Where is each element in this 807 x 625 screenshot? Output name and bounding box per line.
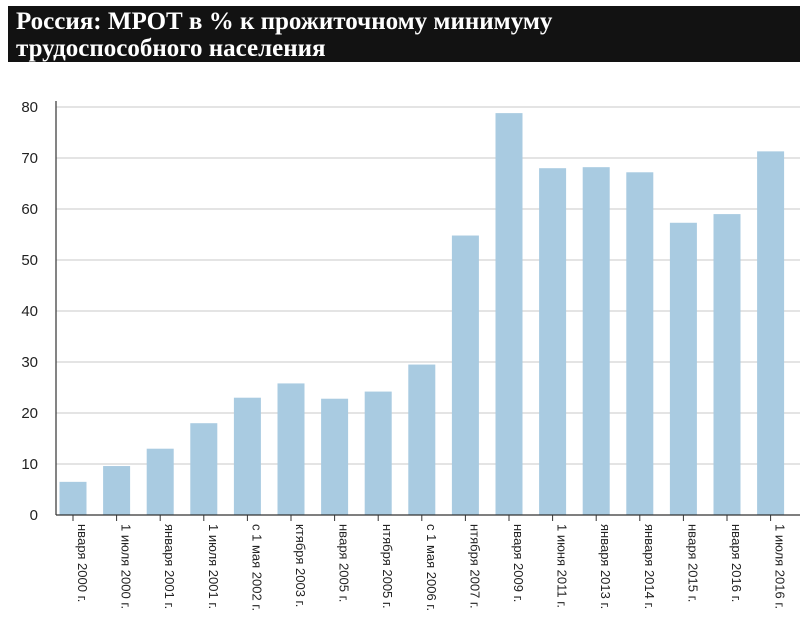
bar [59, 481, 87, 515]
chart-title-line-2: трудоспособного населения [16, 35, 326, 62]
bar [626, 172, 654, 515]
bars [59, 113, 785, 516]
x-category-label: нвaря 2015 г. [685, 524, 700, 602]
bar [582, 167, 610, 515]
axes [55, 101, 800, 521]
x-category-label: января 2001 г. [162, 524, 177, 609]
x-category-label: с 1 мая 2002 г. [249, 524, 264, 611]
bar [757, 151, 785, 515]
y-axis-tick-labels: 0 10 20 30 40 50 60 70 80 [21, 99, 38, 524]
y-tick-label: 70 [21, 150, 38, 167]
x-category-label: нвaря 2009 г. [511, 524, 526, 602]
bar [321, 398, 349, 515]
bar [669, 222, 697, 515]
x-category-label: 1 июля 2001 г. [206, 524, 221, 609]
bar [277, 383, 305, 515]
x-category-label: нтября 2007 г. [467, 524, 482, 609]
bar [495, 113, 523, 516]
bar [103, 466, 131, 515]
y-tick-label: 60 [21, 201, 38, 218]
y-tick-label: 0 [30, 507, 38, 524]
y-tick-label: 40 [21, 303, 38, 320]
y-tick-label: 30 [21, 354, 38, 371]
y-tick-label: 50 [21, 252, 38, 269]
y-tick-label: 10 [21, 456, 38, 473]
x-category-label: 1 июля 2000 г. [119, 524, 134, 609]
x-category-label: 1 июня 2011 г. [555, 524, 570, 608]
bar [233, 397, 261, 515]
bar [408, 364, 436, 515]
bar [451, 235, 479, 515]
y-tick-label: 80 [21, 99, 38, 116]
x-category-label: ктября 2003 г. [293, 524, 308, 607]
x-category-label: нвaря 2000 г. [75, 524, 90, 602]
bar [713, 214, 741, 515]
bar [146, 448, 174, 515]
x-category-label: с 1 мая 2006 г. [424, 524, 439, 611]
x-category-label: нвaря 2016 г. [729, 524, 744, 602]
x-category-label: нвaря 2005 г. [337, 524, 352, 602]
chart-title: Россия: МРОТ в % к прожиточному минимуму… [8, 6, 800, 62]
chart-title-line-1: Россия: МРОТ в % к прожиточному минимуму [16, 8, 553, 35]
x-category-label: января 2014 г. [642, 524, 657, 609]
bar [190, 423, 218, 515]
bar [539, 168, 567, 515]
x-axis-category-labels: нвaря 2000 г. 1 июля 2000 г. января 2001 г… [75, 524, 788, 611]
x-category-label: января 2013 г. [598, 524, 613, 609]
x-category-label: нтября 2005 г. [380, 524, 395, 609]
y-tick-label: 20 [21, 405, 38, 422]
x-category-label: 1 июля 2016 г. [773, 524, 788, 609]
bar [364, 391, 392, 515]
